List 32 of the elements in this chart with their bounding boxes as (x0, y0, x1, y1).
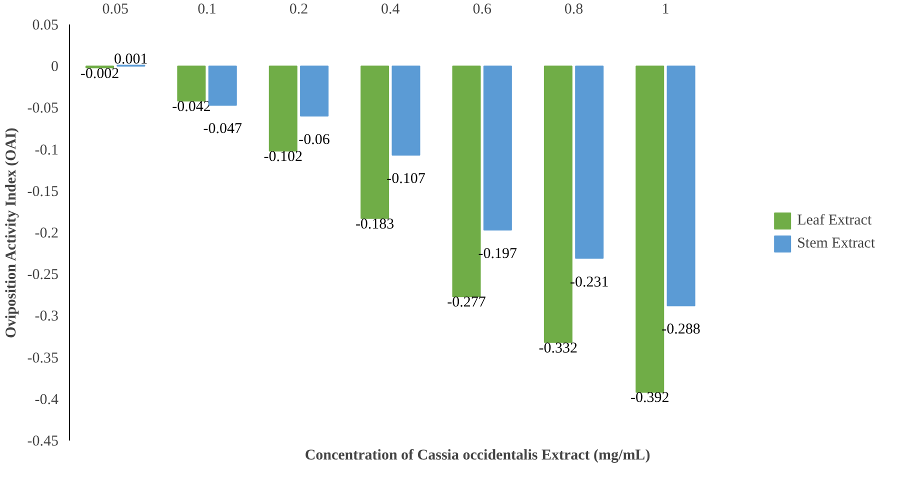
data-label: -0.042 (172, 99, 211, 116)
x-tick-label: 0.6 (472, 2, 492, 18)
data-label: -0.277 (447, 294, 486, 311)
y-tick-label: -0.15 (27, 184, 59, 200)
y-tick-label: -0.35 (27, 350, 59, 366)
data-label: -0.06 (298, 132, 330, 148)
legend-label: Leaf Extract (797, 212, 872, 229)
legend-label: Stem Extract (797, 235, 875, 252)
x-tick-label: 0.2 (289, 2, 308, 18)
y-tick-label: -0.05 (27, 100, 59, 117)
y-tick-label: 0 (51, 59, 58, 76)
data-label: -0.332 (538, 340, 578, 356)
y-tick-label: -0.25 (27, 267, 59, 284)
x-tick-label: 0.4 (381, 2, 400, 18)
x-tick-label: 0.8 (564, 2, 584, 18)
data-label: -0.183 (355, 216, 394, 232)
data-label: -0.102 (264, 148, 303, 165)
y-axis-title: Oviposition Activity Index (OAI) (3, 128, 20, 338)
y-tick-label: 0.05 (32, 18, 58, 34)
y-tick-label: -0.4 (34, 392, 59, 408)
data-label: -0.392 (630, 390, 670, 406)
y-tick-label: -0.3 (34, 308, 59, 325)
x-tick-label: 0.05 (102, 2, 128, 18)
y-tick-label: -0.2 (34, 226, 59, 242)
x-tick-label: 0.1 (198, 2, 216, 18)
y-tick-label: -0.1 (34, 142, 59, 158)
x-axis-title: Concentration of Cassia occidentalis Extract (mg/mL) (304, 448, 650, 464)
y-tick-label: -0.45 (27, 434, 59, 450)
data-label: -0.002 (80, 66, 120, 82)
data-label: -0.047 (203, 121, 242, 138)
data-label: 0.001 (114, 51, 148, 68)
x-tick-label: 1 (662, 2, 670, 18)
